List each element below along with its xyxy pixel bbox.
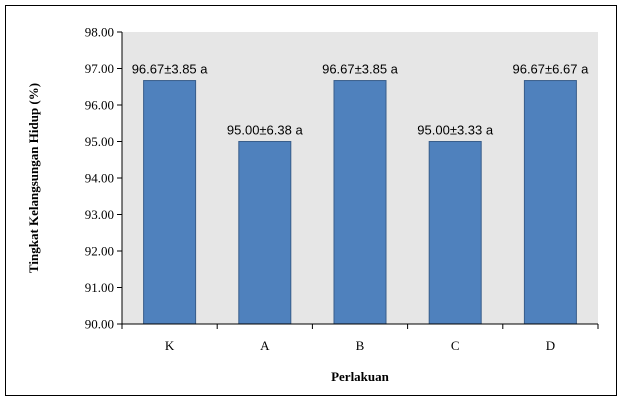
x-axis-title: Perlakuan (331, 369, 390, 384)
y-tick-label: 95.00 (85, 134, 114, 149)
y-tick-label: 92.00 (85, 244, 114, 259)
x-tick-label: K (165, 338, 175, 353)
bar (523, 80, 577, 325)
bar (333, 80, 387, 325)
y-tick-label: 97.00 (85, 61, 114, 76)
y-tick-label: 98.00 (85, 25, 114, 40)
x-tick-label: A (260, 338, 270, 353)
y-tick-label: 91.00 (85, 280, 114, 295)
y-tick-label: 94.00 (85, 171, 114, 186)
y-axis-title: Tingkat Kelangsungan Hidup (%) (26, 83, 41, 273)
y-axis-ticks: 90.00 91.00 92.00 93.00 94.00 95.00 96.00 97.00… (85, 25, 122, 332)
y-tick-label: 96.00 (85, 98, 114, 113)
y-tick-label: 93.00 (85, 207, 114, 222)
bar (238, 141, 292, 325)
data-label: 96.67±6.67 a (512, 62, 589, 77)
data-label: 95.00±3.33 a (417, 123, 494, 138)
y-tick-label: 90.00 (85, 317, 114, 332)
data-label: 96.67±3.85 a (322, 62, 399, 77)
data-labels: 96.67±3.85 a 95.00±6.38 a 96.67±3.85 a 95.0… (132, 62, 589, 138)
bar (143, 80, 197, 325)
x-tick-label: C (451, 338, 460, 353)
bar (428, 141, 482, 325)
data-label: 95.00±6.38 a (227, 123, 304, 138)
x-tick-label: B (356, 338, 365, 353)
x-tick-label: D (546, 338, 555, 353)
bar-group (143, 80, 577, 325)
data-label: 96.67±3.85 a (132, 62, 209, 77)
